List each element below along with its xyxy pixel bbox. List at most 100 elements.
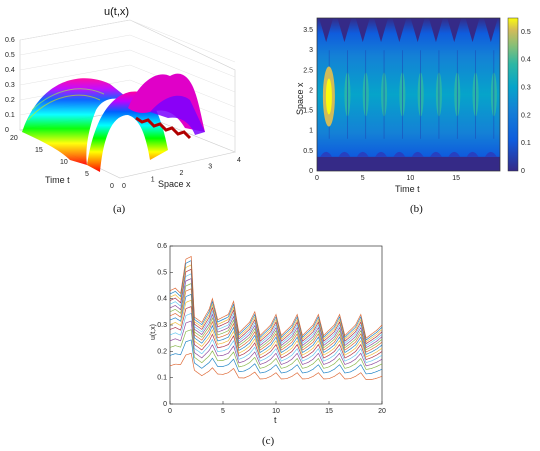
panel-a-gridline [19, 64, 131, 86]
panel-b-top-tooth [410, 18, 425, 43]
panel-b-bottom-bump [393, 151, 406, 157]
panel-a-z-tick-label: 0.4 [5, 67, 15, 74]
panel-b-xlabel: Time t [395, 184, 420, 194]
panel-b-bottom-bump [320, 151, 333, 157]
panel-b-colorbar-tick-label: 0.4 [521, 57, 531, 64]
panel-b-bottom-bump [356, 151, 369, 157]
panel-a-z-tick-label: 0.5 [5, 52, 15, 59]
panel-a-z-tick-label: 0.3 [5, 82, 15, 89]
panel-a-z-tick-label: 0.2 [5, 97, 15, 104]
panel-b-y-tick-label: 0 [309, 168, 313, 175]
panel-b-x-tick-label: 15 [452, 175, 460, 182]
panel-b-bottom-bump [466, 151, 479, 157]
panel-c-x-tick-label: 5 [221, 408, 225, 415]
panel-a-x-tick-label: 1 [151, 177, 155, 184]
panel-b-bottom-bump [429, 151, 442, 157]
panel-c-series-line [169, 329, 383, 370]
panel-b-y-ticks: 0 0.5 1 1.5 2 2.5 3 3.5 [303, 27, 313, 175]
panel-b-x-tick-label: 10 [407, 175, 415, 182]
panel-a-title: u(t,x) [104, 6, 129, 18]
panel-c-series-line [169, 283, 383, 351]
panel-a-gridline [129, 49, 236, 93]
panel-a-z-tick-label: 0.1 [5, 112, 15, 119]
panel-b-y-tick-label: 3.5 [303, 27, 313, 34]
panel-b-top-tooth [319, 18, 334, 43]
panel-c-series-line [169, 268, 383, 345]
panel-a-xlabel: Space x [158, 179, 191, 189]
panel-c-series-line [169, 306, 383, 361]
panel-a-x-tick-label: 3 [208, 164, 212, 171]
panel-c-y-tick-label: 0.6 [157, 243, 167, 250]
panel-b-bottom-bump [375, 151, 388, 157]
panel-c-series [169, 255, 383, 380]
panel-a-x-tick-label: 4 [237, 157, 241, 164]
panel-c-series-line [169, 320, 383, 367]
panel-c-series-line [169, 273, 383, 347]
panel-b-colorbar-tick-label: 0.3 [521, 85, 531, 92]
panel-a-x-tick-label: 2 [180, 170, 184, 177]
panel-b-y-tick-label: 2 [309, 87, 313, 94]
panel-c-x-tick-label: 0 [168, 408, 172, 415]
caption-b: (b) [410, 203, 423, 215]
panel-c-x-tick-label: 10 [272, 408, 280, 415]
panel-b-colorbar-tick-label: 0 [521, 168, 525, 175]
panel-b-colorbar [507, 17, 519, 172]
panel-b-x-tick-label: 0 [315, 175, 319, 182]
caption-c: (c) [262, 435, 275, 447]
panel-b-top-tooth [483, 18, 498, 43]
panel-c-ylabel: u(t,x) [150, 324, 157, 340]
panel-c-series-line [169, 260, 383, 341]
panel-a-z-ticks: 0 0.1 0.2 0.3 0.4 0.5 0.6 [5, 37, 15, 134]
panel-c-y-tick-label: 0.2 [157, 348, 167, 355]
panel-b-hotspot-core [325, 78, 332, 115]
panel-a-gridline [129, 34, 236, 78]
panel-b-top-tooth [392, 18, 407, 43]
panel-c-y-ticks: 0 0.1 0.2 0.3 0.4 0.5 0.6 [157, 243, 173, 408]
panel-b-y-tick-label: 3 [309, 47, 313, 54]
panel-c-xlabel: t [274, 415, 277, 425]
panel-c-y-tick-label: 0.3 [157, 322, 167, 329]
caption-a: (a) [113, 203, 126, 215]
panel-b-bottom-bump [484, 151, 497, 157]
panel-b-top-tooth [447, 18, 462, 43]
panel-b-colorbar-ticks: 0 0.1 0.2 0.3 0.4 0.5 [521, 29, 531, 175]
panel-b-y-tick-label: 1 [309, 128, 313, 135]
panel-a-z-tick-label: 0.6 [5, 37, 15, 44]
panel-a-gridline [19, 34, 131, 56]
panel-c-y-tick-label: 0.4 [157, 296, 167, 303]
panel-b-top-tooth [374, 18, 389, 43]
panel-b-y-tick-label: 2.5 [303, 67, 313, 74]
panel-a-surface-body [22, 78, 135, 165]
panel-c-series-line [169, 299, 383, 358]
panel-a-t-tick-label: 0 [110, 183, 114, 190]
panel-a-t-tick-label: 10 [60, 159, 68, 166]
panel-b-heatmap: 0 5 10 15 0 0.5 1 1.5 2 2.5 3 3.5 Time t Space x 0… [295, 17, 531, 194]
panel-b-colorbar-tick-label: 0.1 [521, 140, 531, 147]
panel-a-t-tick-label: 20 [10, 135, 18, 142]
panel-b-top-tooth [355, 18, 370, 43]
panel-a-z-tick-label: 0 [5, 127, 9, 134]
panel-b-top-tooth [337, 18, 352, 43]
panel-b-top-tooth [428, 18, 443, 43]
panel-c-series-line [169, 312, 383, 364]
panel-a-t-tick-label: 5 [85, 171, 89, 178]
panel-c-series-line [169, 339, 383, 375]
panel-c-y-tick-label: 0.5 [157, 269, 167, 276]
panel-a-peak-shadow [150, 95, 205, 135]
panel-a-gridline [19, 49, 131, 71]
panel-b-bottom-bump [411, 151, 424, 157]
panel-a-surface: u(t,x) 0 0.1 0.2 0.3 0.4 0.5 0.6 0 1 2 3 4 0 5 10 15 2… [5, 6, 241, 190]
panel-b-x-ticks: 0 5 10 15 [315, 175, 460, 182]
panel-c-series-line [169, 255, 383, 339]
panel-b-bottom-bump [448, 151, 461, 157]
panel-c-series-line [169, 288, 383, 353]
panel-c-x-tick-label: 20 [378, 408, 386, 415]
panel-a-x-ticks: 0 1 2 3 4 [122, 157, 241, 190]
panel-c-y-tick-label: 0.1 [157, 375, 167, 382]
panel-c-lineplot: 0 5 10 15 20 0 0.1 0.2 0.3 0.4 0.5 0.6 t u(t,x) [150, 243, 386, 425]
panel-b-colorbar-tick-label: 0.2 [521, 112, 531, 119]
panel-b-y-tick-label: 0.5 [303, 148, 313, 155]
panel-a-x-tick-label: 0 [122, 183, 126, 190]
panel-b-x-tick-label: 5 [361, 175, 365, 182]
